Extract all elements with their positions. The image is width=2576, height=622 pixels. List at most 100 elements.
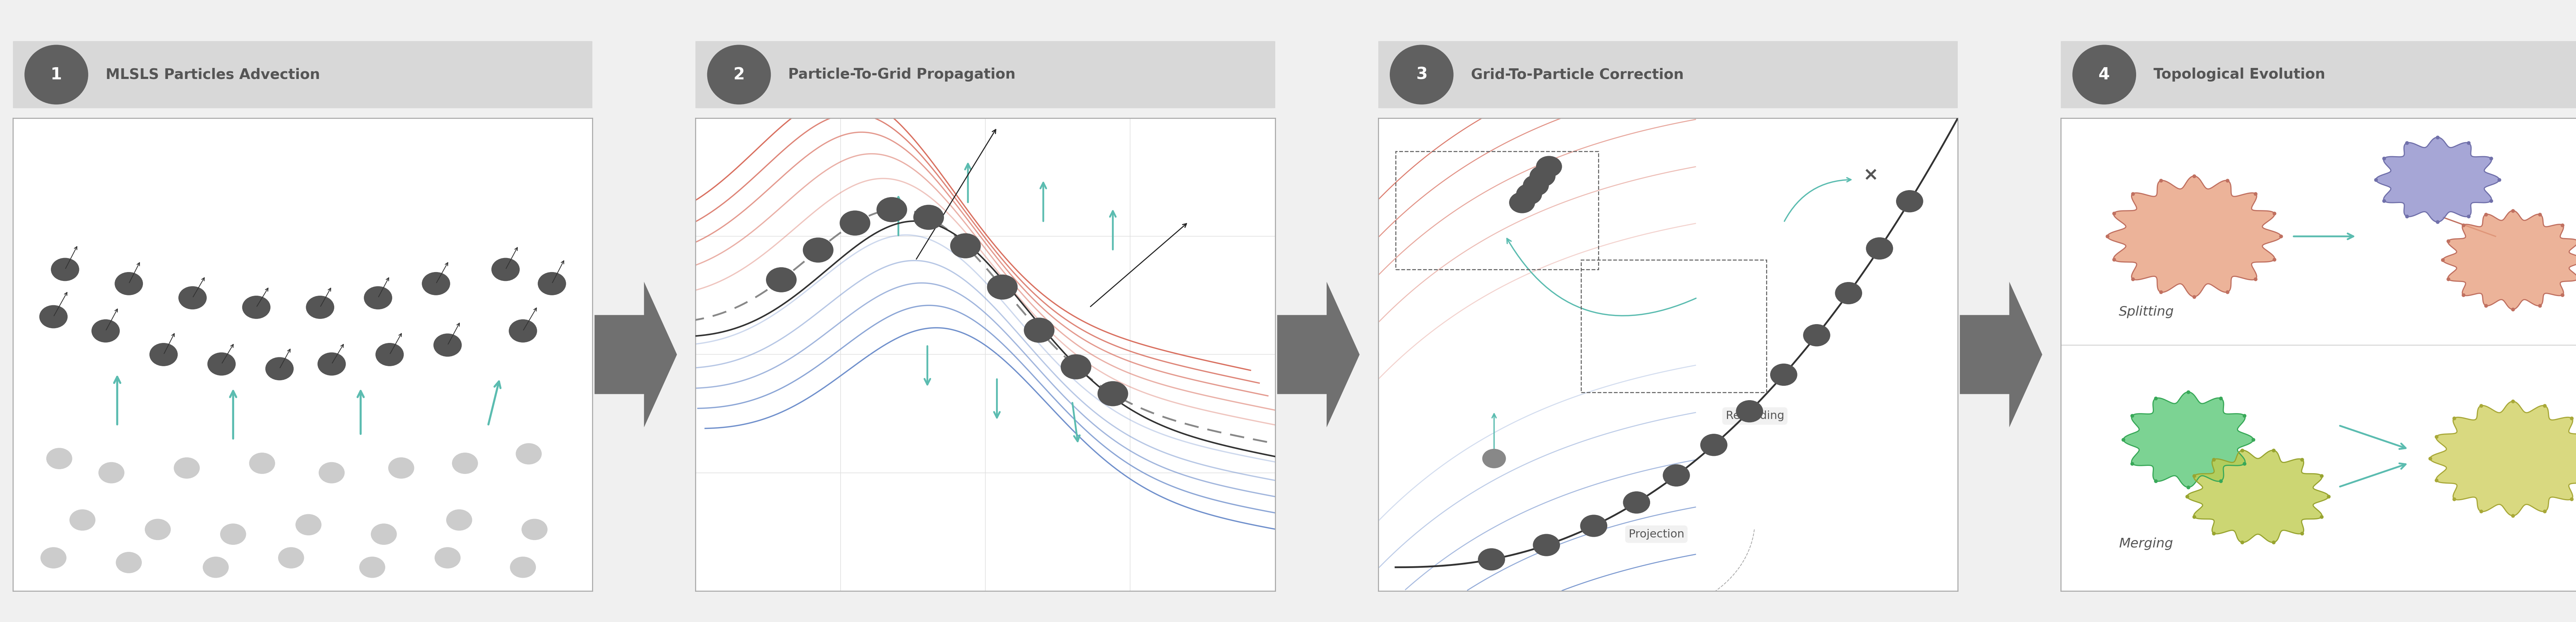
Point — [2208, 287, 2249, 297]
Text: Reseeding: Reseeding — [1726, 411, 1785, 421]
Circle shape — [178, 287, 206, 309]
Point — [2365, 154, 2406, 164]
Ellipse shape — [1391, 45, 1453, 104]
Circle shape — [1700, 434, 1726, 456]
Point — [2409, 453, 2450, 463]
Circle shape — [46, 448, 72, 469]
Point — [2427, 236, 2468, 246]
Point — [2519, 300, 2561, 310]
Circle shape — [1834, 282, 1862, 304]
Point — [2494, 511, 2535, 521]
Point — [2112, 274, 2154, 284]
Point — [2465, 300, 2506, 310]
Point — [2470, 196, 2512, 206]
Point — [2254, 254, 2295, 264]
Circle shape — [278, 547, 304, 569]
Circle shape — [1736, 401, 1762, 422]
Circle shape — [1061, 355, 1092, 379]
Circle shape — [876, 197, 907, 222]
Point — [2087, 231, 2128, 241]
Point — [2282, 455, 2324, 465]
Point — [2465, 210, 2506, 220]
Text: 3: 3 — [1417, 67, 1427, 83]
Point — [2519, 210, 2561, 220]
Circle shape — [1533, 534, 1558, 556]
Polygon shape — [2107, 176, 2280, 297]
Point — [2524, 506, 2566, 516]
Circle shape — [453, 453, 477, 474]
Circle shape — [98, 462, 124, 483]
Point — [2563, 255, 2576, 265]
Circle shape — [510, 320, 536, 342]
Point — [2460, 401, 2501, 411]
Ellipse shape — [2071, 45, 2136, 104]
Text: ×: × — [1862, 166, 1878, 183]
Polygon shape — [2187, 450, 2329, 542]
Circle shape — [307, 296, 335, 318]
Circle shape — [1479, 549, 1504, 570]
Circle shape — [1770, 364, 1798, 386]
Circle shape — [538, 272, 567, 295]
Point — [2136, 476, 2177, 486]
Point — [2558, 236, 2576, 246]
Circle shape — [204, 557, 229, 578]
Point — [2192, 455, 2233, 465]
Point — [2300, 471, 2342, 481]
Text: 2: 2 — [734, 67, 744, 83]
Bar — [1582, 260, 1767, 392]
FancyBboxPatch shape — [2050, 41, 2576, 108]
Point — [2416, 432, 2458, 442]
Point — [2385, 211, 2427, 221]
Point — [2494, 304, 2535, 314]
Circle shape — [422, 272, 451, 295]
Ellipse shape — [26, 45, 88, 104]
Point — [2550, 413, 2576, 423]
Circle shape — [361, 557, 384, 578]
Circle shape — [914, 205, 943, 230]
Text: 1: 1 — [52, 67, 62, 83]
Point — [2447, 138, 2488, 148]
Ellipse shape — [706, 45, 770, 104]
Point — [2141, 175, 2182, 185]
Text: Merging: Merging — [2117, 537, 2174, 550]
Point — [2254, 445, 2295, 455]
Point — [2568, 475, 2576, 485]
FancyBboxPatch shape — [1365, 41, 1968, 108]
Point — [2442, 220, 2483, 230]
Point — [2434, 494, 2476, 504]
Point — [2223, 458, 2264, 468]
Point — [2568, 432, 2576, 442]
FancyArrow shape — [595, 282, 677, 427]
Circle shape — [371, 524, 397, 545]
Point — [2112, 188, 2154, 198]
Point — [2174, 512, 2215, 522]
Circle shape — [39, 305, 67, 328]
Point — [2524, 401, 2566, 411]
Point — [2478, 175, 2519, 185]
Point — [2169, 482, 2210, 492]
Circle shape — [144, 519, 170, 540]
Circle shape — [1865, 238, 1893, 259]
Text: Projection: Projection — [1628, 529, 1685, 539]
Circle shape — [1025, 318, 1054, 343]
Point — [2200, 476, 2241, 486]
Circle shape — [363, 287, 392, 309]
Point — [2174, 171, 2215, 181]
Polygon shape — [2429, 401, 2576, 516]
Point — [2543, 220, 2576, 230]
Point — [2447, 211, 2488, 221]
Circle shape — [433, 334, 461, 356]
Point — [2460, 506, 2501, 516]
Circle shape — [523, 519, 546, 540]
Point — [2094, 208, 2136, 218]
Point — [2494, 396, 2535, 406]
Point — [2300, 512, 2342, 522]
Point — [2442, 290, 2483, 300]
Text: Splitting: Splitting — [2117, 306, 2174, 318]
Point — [2200, 393, 2241, 403]
Circle shape — [319, 462, 345, 483]
Circle shape — [1623, 491, 1649, 513]
Circle shape — [242, 296, 270, 318]
Point — [2221, 445, 2262, 455]
Circle shape — [492, 258, 520, 281]
